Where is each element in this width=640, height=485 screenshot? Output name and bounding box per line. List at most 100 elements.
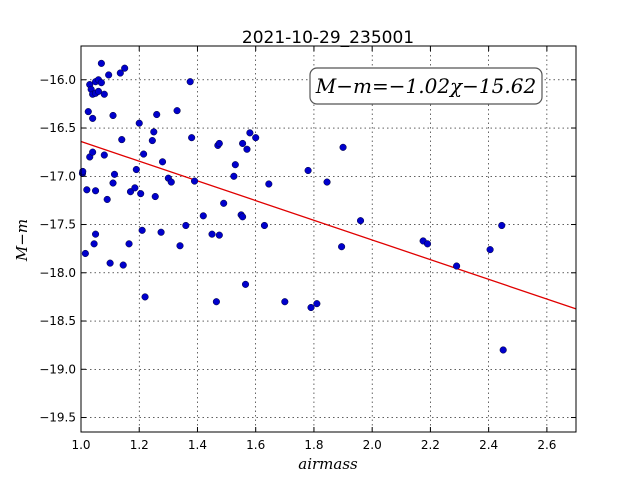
data-point [173, 107, 181, 115]
x-tick-label: 2.2 [421, 438, 440, 452]
data-point [498, 221, 506, 230]
data-point [260, 221, 268, 230]
x-tick-label: 1.0 [71, 438, 90, 452]
data-point [453, 262, 461, 270]
plot-frame [80, 45, 577, 433]
data-point [81, 249, 89, 258]
points-layer [78, 59, 507, 354]
x-tick-label: 1.8 [304, 438, 323, 452]
data-point [110, 170, 119, 178]
data-point [94, 87, 103, 95]
data-point [188, 134, 196, 142]
data-point [423, 240, 432, 248]
data-point [486, 246, 494, 254]
x-tick-label: 2.4 [479, 438, 498, 452]
data-point [167, 178, 175, 186]
data-point [199, 212, 207, 220]
x-tick-label: 1.2 [130, 438, 149, 452]
data-point [100, 90, 108, 98]
data-point [89, 114, 97, 122]
data-point [215, 139, 223, 148]
data-point [109, 111, 117, 120]
data-point [157, 228, 165, 236]
data-point [243, 145, 251, 153]
data-point [106, 259, 114, 267]
data-point [135, 119, 143, 127]
x-tick-label: 2.0 [363, 438, 382, 452]
data-point [215, 231, 223, 239]
data-point [186, 78, 194, 86]
data-point [230, 172, 238, 180]
data-point [499, 346, 507, 354]
data-point [97, 59, 105, 67]
x-tick-label: 2.6 [537, 438, 556, 452]
chart-title: 2021-10-29_235001 [242, 28, 414, 48]
data-point [79, 167, 87, 175]
data-point [138, 226, 146, 234]
data-point [90, 240, 98, 248]
fit-equation-label: M−m=−1.02χ−15.62 [315, 74, 536, 98]
y-tick-label: −18.0 [39, 266, 76, 280]
data-point [89, 148, 97, 156]
data-point [252, 134, 260, 142]
data-point [148, 137, 156, 145]
y-tick-label: −19.5 [39, 411, 76, 425]
data-point [239, 139, 247, 148]
y-tick-label: −16.5 [39, 121, 76, 135]
data-point [239, 213, 247, 221]
data-point [140, 150, 148, 158]
data-point [125, 240, 133, 248]
data-point [182, 221, 190, 230]
data-point [151, 192, 159, 201]
data-point [105, 71, 113, 79]
data-point [141, 293, 149, 301]
data-point [208, 230, 216, 238]
data-point [220, 199, 228, 207]
fit-layer [80, 140, 577, 310]
y-tick-label: −17.0 [39, 169, 76, 183]
data-point [158, 158, 167, 166]
data-point [92, 230, 100, 238]
data-point [116, 69, 124, 77]
data-point [281, 298, 289, 306]
data-point [109, 179, 117, 187]
data-point [131, 184, 139, 192]
data-point [231, 161, 239, 169]
data-point [304, 166, 312, 175]
data-point [83, 186, 91, 194]
data-point [103, 195, 111, 203]
y-axis-label: M−m [13, 219, 31, 262]
y-axis-ticks: −16.0 −16.5 −17.0 −17.5 −18.0 −18.5 −19.0 −19.5 [39, 73, 576, 425]
data-point [153, 110, 161, 119]
x-tick-label: 1.4 [188, 438, 207, 452]
data-point [339, 143, 347, 151]
data-point [121, 64, 129, 72]
x-axis-ticks: 1.0 1.2 1.4 1.6 1.8 2.0 2.2 2.4 2.6 [71, 46, 556, 452]
fit-line [80, 140, 577, 310]
y-tick-label: −19.0 [39, 362, 76, 376]
annotation-box: M−m=−1.02χ−15.62 [309, 67, 543, 105]
data-point [100, 151, 108, 159]
y-tick-label: −18.5 [39, 314, 76, 328]
data-point [150, 128, 158, 136]
data-point [119, 261, 127, 269]
data-point [97, 79, 105, 87]
data-point [313, 300, 321, 308]
data-point [246, 129, 254, 137]
data-point [356, 217, 365, 225]
data-point [84, 108, 92, 116]
x-axis-label: airmass [298, 455, 358, 473]
data-point [241, 280, 250, 288]
data-point [176, 242, 184, 250]
y-tick-label: −17.5 [39, 218, 76, 232]
data-point [191, 177, 199, 185]
data-point [265, 180, 273, 188]
data-point [323, 178, 331, 186]
data-point [212, 298, 220, 306]
x-tick-label: 1.6 [246, 438, 265, 452]
data-point [338, 243, 346, 251]
data-point [137, 190, 145, 198]
data-point [132, 165, 140, 174]
